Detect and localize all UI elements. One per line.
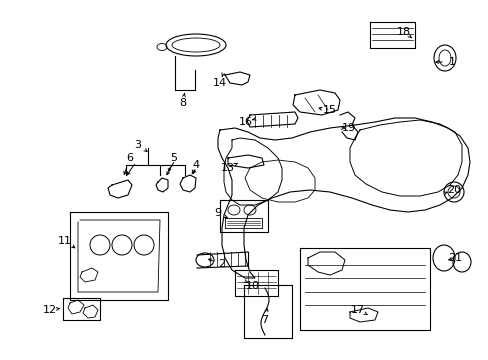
Text: 6: 6 [126, 153, 133, 163]
Text: 14: 14 [212, 78, 226, 88]
Text: 19: 19 [341, 123, 355, 133]
Text: 5: 5 [170, 153, 177, 163]
Text: 11: 11 [58, 236, 72, 246]
Text: 7: 7 [261, 315, 268, 325]
Text: 20: 20 [446, 185, 460, 195]
Text: 3: 3 [134, 140, 141, 150]
Text: 1: 1 [447, 57, 454, 67]
Text: 15: 15 [323, 105, 336, 115]
Text: 2: 2 [218, 259, 225, 269]
Text: 10: 10 [245, 281, 260, 291]
Text: 4: 4 [192, 160, 199, 170]
Text: 8: 8 [179, 98, 186, 108]
Text: 9: 9 [214, 208, 221, 218]
Text: 21: 21 [447, 253, 461, 263]
Text: 17: 17 [350, 305, 365, 315]
Text: 18: 18 [396, 27, 410, 37]
Text: 16: 16 [239, 117, 252, 127]
Text: 12: 12 [43, 305, 57, 315]
Text: 13: 13 [221, 163, 235, 173]
